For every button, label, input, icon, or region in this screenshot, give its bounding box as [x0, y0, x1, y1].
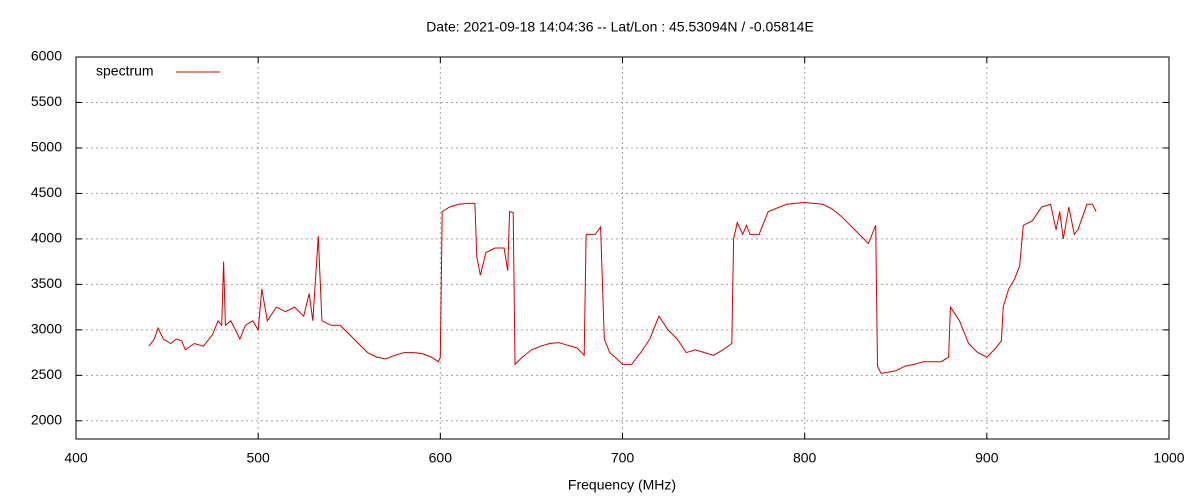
y-tick-label: 2500	[31, 366, 62, 382]
x-tick-label: 700	[611, 450, 635, 466]
y-tick-label: 5500	[31, 93, 62, 109]
legend-label: spectrum	[96, 63, 154, 79]
y-tick-label: 2000	[31, 412, 62, 428]
x-tick-label: 600	[429, 450, 453, 466]
x-tick-label: 500	[246, 450, 270, 466]
y-tick-label: 6000	[31, 48, 62, 64]
y-tick-label: 4500	[31, 184, 62, 200]
line-series	[148, 201, 1097, 375]
x-tick-label: 800	[793, 450, 817, 466]
x-tick-label: 1000	[1153, 450, 1184, 466]
chart-title: Date: 2021-09-18 14:04:36 -- Lat/Lon : 4…	[426, 19, 814, 35]
y-tick-label: 5000	[31, 139, 62, 155]
y-tick-label: 4000	[31, 230, 62, 246]
plot-frame	[75, 56, 1170, 440]
x-axis-label: Frequency (MHz)	[568, 477, 676, 493]
x-tick-label: 400	[64, 450, 88, 466]
y-tick-label: 3000	[31, 321, 62, 337]
x-tick-label: 900	[975, 450, 999, 466]
y-tick-label: 3500	[31, 275, 62, 291]
